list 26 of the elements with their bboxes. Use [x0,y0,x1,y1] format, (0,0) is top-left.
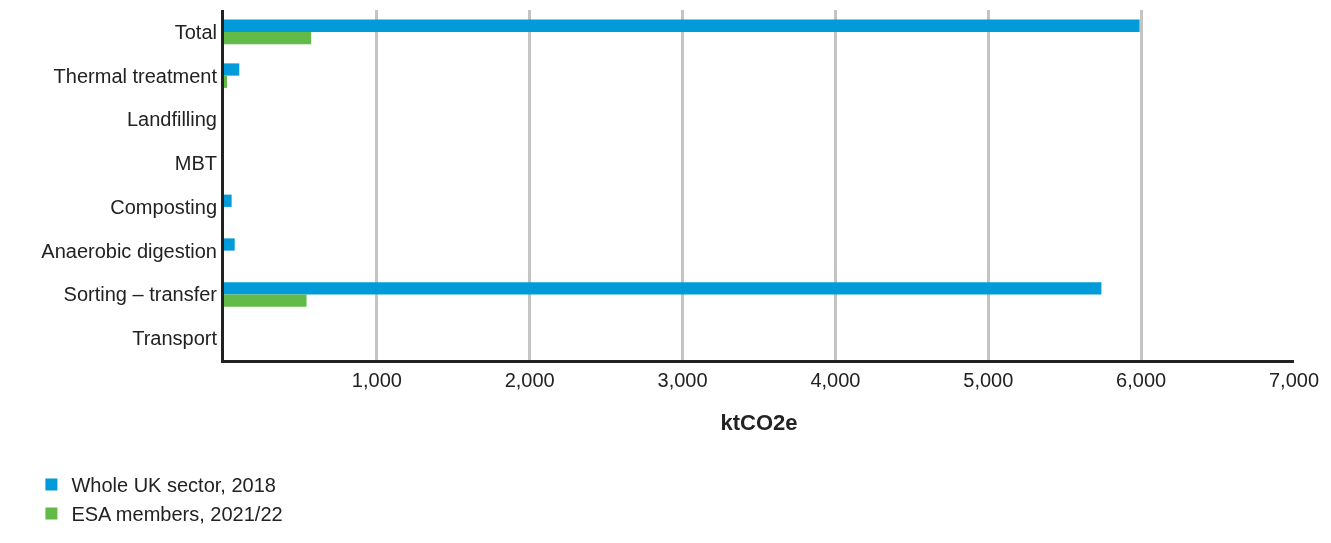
legend-label: Whole UK sector, 2018 [71,474,276,497]
x-tick-label: 1,000 [351,369,402,391]
x-tick-label: 6,000 [1116,369,1167,391]
x-tick-label: 4,000 [810,369,861,391]
x-tick-label: 7,000 [1268,369,1320,391]
bar [224,19,1140,32]
y-tick-label: Thermal treatment [53,64,218,87]
y-tick-label: Total [174,20,217,43]
y-tick-label: Sorting – transfer [63,283,218,306]
bar [224,294,307,307]
x-tick-label: 3,000 [657,369,708,391]
x-tick-label: 5,000 [963,369,1014,391]
y-tick-label: Anaerobic digestion [41,239,217,262]
bar [224,63,240,76]
y-tick-label: Composting [110,195,217,218]
bar [224,194,232,207]
x-axis-title: ktCO2e [720,409,798,435]
y-tick-label: MBT [174,152,217,175]
bar [224,31,312,45]
y-tick-label: Landfilling [126,108,217,131]
x-tick-label: 2,000 [504,369,555,391]
bar [224,238,235,251]
bar [224,282,1102,295]
bar [224,75,228,88]
legend-label: ESA members, 2021/22 [71,503,283,526]
y-tick-label: Transport [132,327,218,350]
